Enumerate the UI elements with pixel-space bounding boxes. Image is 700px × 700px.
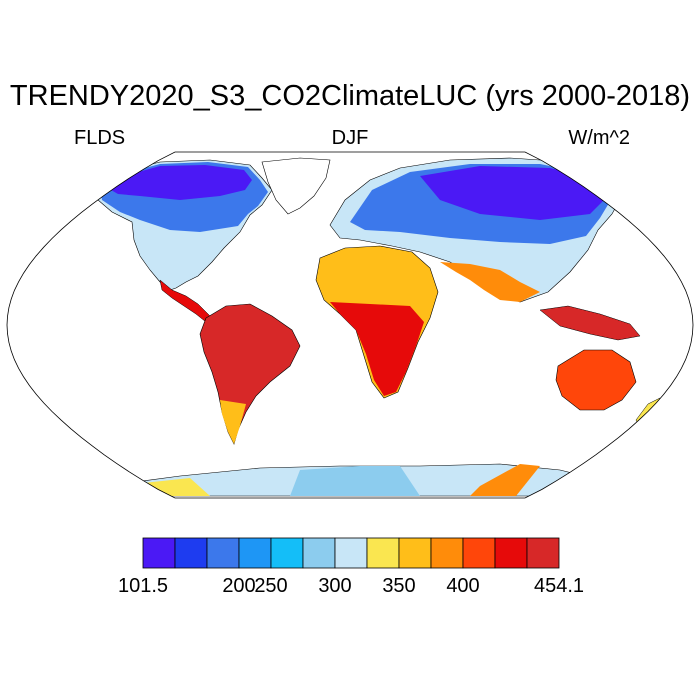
colorbar-boxes bbox=[142, 537, 560, 569]
colorbar-box bbox=[462, 537, 496, 569]
colorbar-label: 200 bbox=[222, 575, 255, 597]
colorbar-box bbox=[398, 537, 432, 569]
colorbar-box bbox=[142, 537, 176, 569]
map-title: TRENDY2020_S3_CO2ClimateLUC (yrs 2000-20… bbox=[9, 80, 691, 112]
colorbar-box bbox=[238, 537, 272, 569]
colorbar-label: 101.5 bbox=[118, 575, 168, 597]
colorbar-box bbox=[526, 537, 560, 569]
australia bbox=[555, 349, 637, 411]
africa-tropics bbox=[330, 302, 424, 396]
colorbar-box bbox=[366, 537, 400, 569]
colorbar-label: 400 bbox=[446, 575, 479, 597]
colorbar-box bbox=[174, 537, 208, 569]
colorbar-label: 250 bbox=[254, 575, 287, 597]
antarctica-band-blue bbox=[290, 466, 420, 496]
colorbar-box bbox=[494, 537, 528, 569]
season-label: DJF bbox=[331, 127, 369, 149]
colorbar-label: 350 bbox=[382, 575, 415, 597]
variable-label: FLDS bbox=[74, 127, 126, 149]
colorbar-box bbox=[206, 537, 240, 569]
map-fill-layer bbox=[97, 157, 667, 497]
globe-outline bbox=[6, 151, 694, 499]
colorbar-label: 300 bbox=[318, 575, 351, 597]
indonesia bbox=[539, 305, 641, 341]
siberia bbox=[420, 166, 604, 220]
antarctica-band-warm bbox=[470, 464, 540, 496]
south-asia bbox=[440, 262, 540, 302]
colorbar-box bbox=[334, 537, 368, 569]
colorbar-box bbox=[270, 537, 304, 569]
units-label: W/m^2 bbox=[568, 127, 630, 149]
greenland bbox=[261, 157, 331, 215]
south-america-south bbox=[220, 400, 246, 444]
colorbar-label: 454.1 bbox=[534, 575, 584, 597]
colorbar-box bbox=[430, 537, 464, 569]
north-america-arctic bbox=[104, 165, 252, 200]
colorbar-box bbox=[302, 537, 336, 569]
